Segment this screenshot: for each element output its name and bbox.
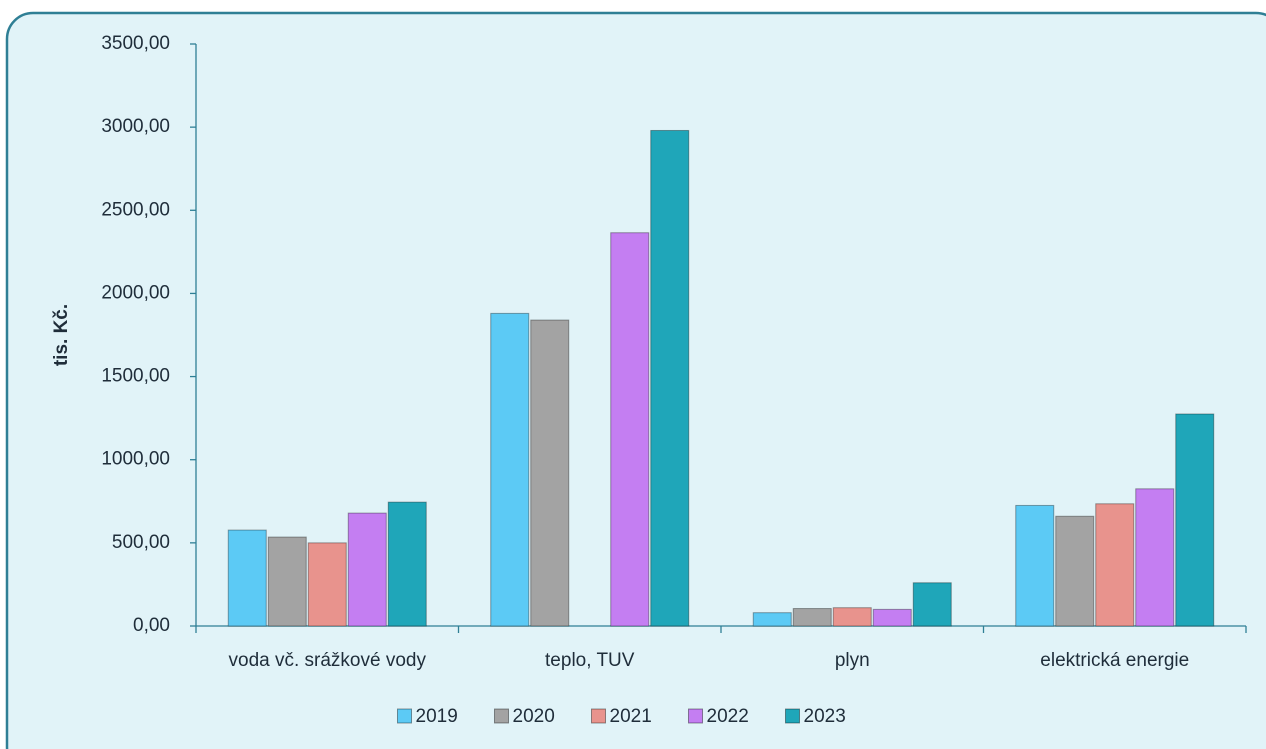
x-tick-label: plyn (835, 650, 870, 671)
bar (1135, 488, 1175, 627)
y-tick-label: 3500,00 (101, 33, 170, 54)
legend-label: 2022 (707, 706, 749, 727)
bar (832, 607, 872, 627)
bar (752, 612, 792, 627)
bar (490, 312, 530, 627)
y-tick-label: 500,00 (112, 532, 170, 553)
x-tick-label: teplo, TUV (545, 650, 635, 671)
y-tick-label: 2500,00 (101, 199, 170, 220)
bar (610, 232, 650, 627)
y-tick-label: 1500,00 (101, 366, 170, 387)
legend-label: 2021 (610, 706, 652, 727)
x-tick-label: voda vč. srážkové vody (229, 650, 427, 671)
legend-swatch (785, 708, 800, 724)
bar (1175, 413, 1215, 627)
y-axis-label: tis. Kč. (51, 304, 72, 366)
bar (227, 529, 267, 627)
legend-swatch (688, 708, 703, 724)
bar (792, 608, 832, 627)
y-tick-label: 1000,00 (101, 449, 170, 470)
bar (1015, 504, 1055, 627)
bar (530, 319, 570, 627)
y-tick-label: 2000,00 (101, 282, 170, 303)
bar (267, 536, 307, 627)
y-tick-label: 0,00 (133, 615, 170, 636)
bar (912, 582, 952, 627)
bar (650, 129, 690, 627)
bar (347, 512, 387, 627)
y-tick-label: 3000,00 (101, 116, 170, 137)
legend-swatch (494, 708, 509, 724)
bar (1055, 515, 1095, 627)
bar (387, 501, 427, 627)
legend-label: 2020 (513, 706, 555, 727)
legend-swatch (591, 708, 606, 724)
x-tick-label: elektrická energie (1040, 650, 1189, 671)
bar (872, 608, 912, 627)
legend-swatch (397, 708, 412, 724)
bar (307, 542, 347, 627)
legend-label: 2023 (804, 706, 846, 727)
bar (1095, 503, 1135, 627)
legend-label: 2019 (416, 706, 458, 727)
